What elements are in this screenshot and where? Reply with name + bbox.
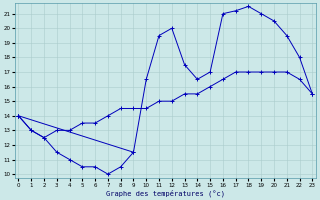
X-axis label: Graphe des températures (°c): Graphe des températures (°c) [106, 189, 225, 197]
